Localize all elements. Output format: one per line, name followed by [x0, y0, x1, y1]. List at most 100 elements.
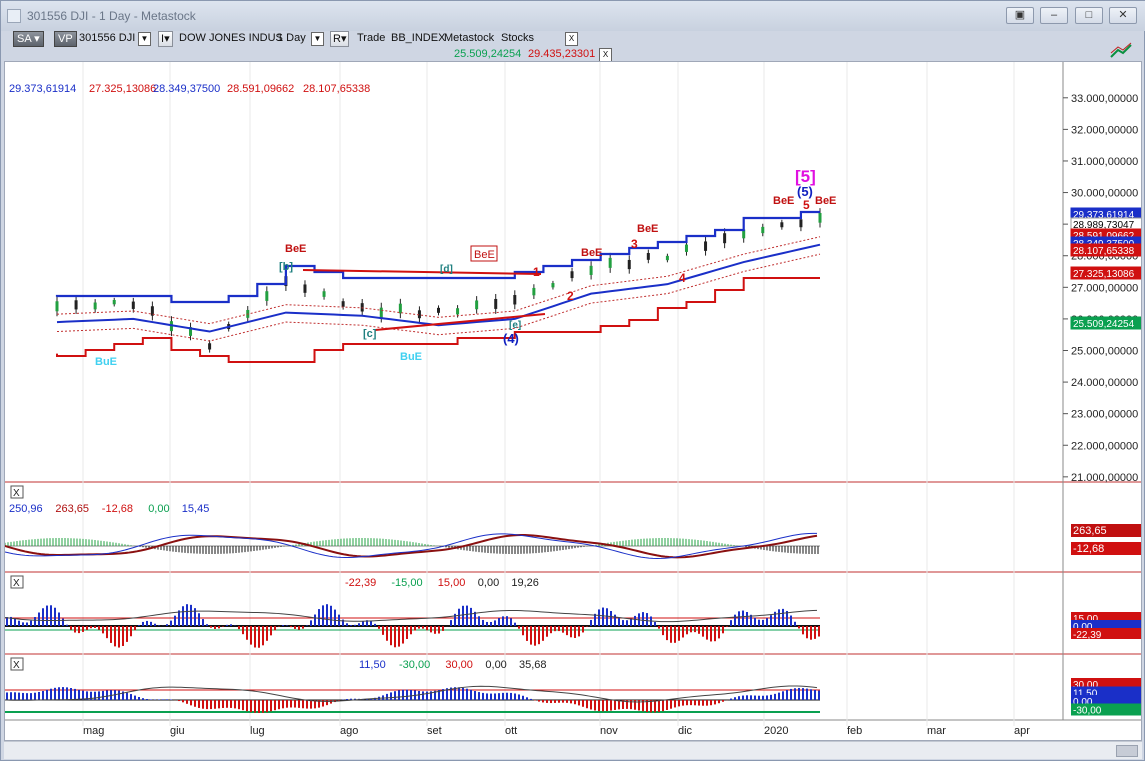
month-label: lug: [250, 725, 265, 737]
indicator-readout-value: 0,00: [485, 659, 506, 671]
indicator-readout-value: 11,50: [359, 659, 386, 671]
osc1-tag: [1071, 628, 1141, 639]
osc1-tag-value: 0,00: [1073, 622, 1093, 633]
month-label: feb: [847, 725, 862, 737]
app-icon: [7, 9, 21, 23]
price-axis-label: 30.000,00000: [1071, 188, 1138, 200]
r-button[interactable]: R▾: [330, 31, 350, 47]
candle-body: [93, 302, 97, 310]
upper-band-line: [55, 210, 820, 304]
candle-body: [551, 283, 555, 288]
candle-body: [723, 233, 727, 244]
indicator-readout-value: 250,96: [9, 503, 43, 515]
candle-body: [456, 308, 460, 315]
candle-body: [341, 301, 345, 307]
type-label: Stocks: [501, 32, 535, 44]
price-tag: [1070, 266, 1141, 280]
candle-body: [665, 255, 669, 261]
price-axis-label: 32.000,00000: [1071, 124, 1138, 136]
wave-annotation: BeE: [815, 195, 836, 207]
indicator-readout-value: -22,39: [345, 577, 376, 589]
indicator-readout-value: -12,68: [102, 503, 133, 515]
panel-close-button[interactable]: [10, 575, 24, 589]
close-icon: ✕: [1118, 9, 1128, 21]
close-indicator-button[interactable]: X: [565, 31, 578, 47]
wave-annotation: BuE: [95, 356, 117, 368]
close-window-button[interactable]: ✕: [1109, 7, 1137, 24]
month-label: mag: [83, 725, 104, 737]
candle-body: [570, 271, 574, 279]
i-button[interactable]: I▾: [158, 31, 173, 47]
price-axis-label: 21.000,00000: [1071, 472, 1138, 484]
chart-tools-button[interactable]: [1109, 41, 1135, 61]
minimize-button[interactable]: –: [1040, 7, 1068, 24]
indicator-readout-value: 35,68: [519, 659, 547, 671]
wave-annotation: 1: [533, 265, 540, 279]
horizontal-scrollbar[interactable]: [4, 741, 1142, 759]
maximize-button[interactable]: □: [1075, 7, 1103, 24]
period-dropdown[interactable]: ▼: [311, 31, 324, 47]
osc1-average-line: [5, 609, 818, 623]
wave-annotation: (4): [503, 331, 519, 346]
macd-tag: [1071, 524, 1141, 537]
month-label: ott: [505, 725, 517, 737]
restore-window-button[interactable]: ▣: [1006, 7, 1034, 24]
sa-label: SA: [17, 33, 32, 45]
osc2-tag-value: 11,50: [1073, 689, 1098, 700]
title-bar: 301556 DJI - 1 Day - Metastock ▣ – □ ✕: [1, 1, 1145, 31]
candle-body: [131, 301, 135, 309]
support-trendline: [374, 313, 546, 331]
osc1-tag-value: 15,00: [1073, 614, 1098, 625]
price-axis-label: 27.000,00000: [1071, 282, 1138, 294]
symbol-dropdown[interactable]: ▼: [138, 31, 151, 47]
candle-body: [112, 299, 116, 305]
chart-toolbar: SA ▾ VP 301556 DJI ▼ I▾ DOW JONES INDUS …: [1, 31, 1145, 62]
indicator-readout-value: -30,00: [399, 659, 430, 671]
close-icon: X: [13, 578, 20, 589]
candle-body: [704, 241, 708, 251]
chart-svg[interactable]: mag giu lug ago set ott nov dic 2020 feb mar apr 33.…: [5, 62, 1142, 741]
wave-annotation: [b]: [279, 261, 293, 273]
panel-close-button[interactable]: [10, 485, 24, 499]
osc1-tag: [1071, 612, 1141, 623]
macd-tag-value: -12,68: [1073, 543, 1104, 555]
month-label: 2020: [764, 725, 788, 737]
candle-body: [761, 226, 765, 234]
osc2-tag: [1071, 703, 1141, 716]
wave-annotation: BeE: [637, 223, 658, 235]
trend-tool-icon: [1110, 42, 1132, 58]
band-high-value: 29.435,23301: [528, 48, 596, 60]
close-label: X: [565, 32, 578, 46]
chevron-down-icon: ▼: [311, 32, 324, 46]
index-tag: BB_INDEX: [391, 32, 446, 44]
price-tag-value: 28.107,65338: [1073, 246, 1135, 257]
wave-annotation: 5: [803, 198, 810, 212]
candle-body: [646, 253, 650, 260]
security-name: DOW JONES INDUS: [179, 32, 283, 44]
candle-body: [417, 310, 421, 319]
candle-body: [513, 295, 517, 305]
scrollbar-thumb[interactable]: [1116, 745, 1138, 757]
panel-close-button[interactable]: [10, 657, 24, 671]
indicator-readout-value: 15,45: [182, 503, 210, 515]
trade-label: Trade: [357, 32, 386, 44]
price-axis-label: 33.000,00000: [1071, 93, 1138, 105]
chevron-down-icon: ▾: [34, 33, 40, 45]
sa-button[interactable]: SA ▾: [13, 31, 44, 47]
indicator-readout-value: 30,00: [445, 659, 473, 671]
candle-body: [494, 298, 498, 309]
candle-body: [379, 307, 383, 318]
r-label: R: [333, 33, 341, 45]
month-label: apr: [1014, 725, 1030, 737]
chart-area[interactable]: mag giu lug ago set ott nov dic 2020 feb mar apr 33.…: [4, 61, 1142, 741]
vp-button[interactable]: VP: [54, 31, 77, 47]
candle-body: [55, 301, 59, 312]
wave-annotation: BeE: [773, 195, 794, 207]
month-label: nov: [600, 725, 618, 737]
price-readout-value: 29.373,61914: [9, 83, 76, 95]
candle-body: [208, 343, 212, 350]
wave-annotation: BeE: [581, 247, 602, 259]
month-label: set: [427, 725, 442, 737]
period-label: 1 Day: [277, 32, 306, 44]
